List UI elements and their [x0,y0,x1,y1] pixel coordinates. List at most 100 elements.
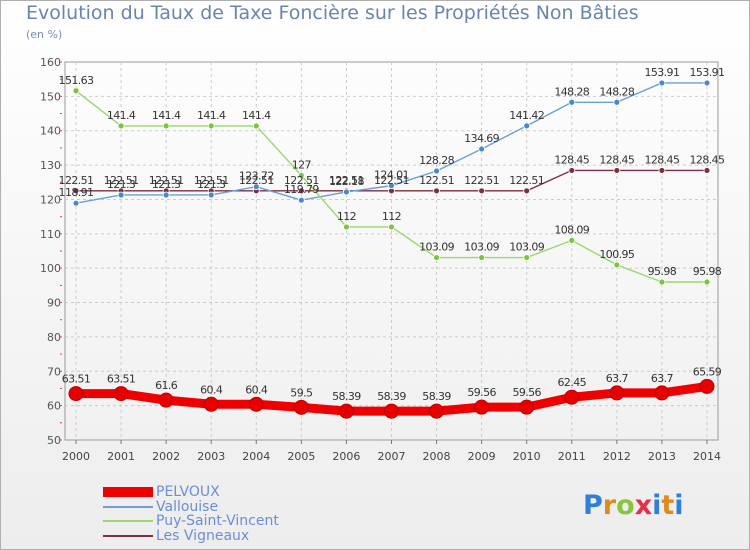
data-point-pelvoux [699,378,715,394]
data-label-pelvoux: 63.51 [107,373,136,386]
data-point-vallouise [297,196,305,204]
data-label-puy-saint-vincent: 108.09 [554,223,589,236]
legend-item-puy-saint-vincent: Puy-Saint-Vincent [103,513,279,529]
data-point-les-vigneaux [703,167,711,174]
x-tick-label: 2002 [152,450,180,463]
data-label-pelvoux: 59.5 [290,386,313,399]
data-point-puy-saint-vincent [433,254,440,261]
data-label-pelvoux: 65.59 [693,365,722,378]
data-label-les-vigneaux: 122.51 [419,174,454,187]
data-label-vallouise: 134.69 [464,132,499,145]
data-point-vallouise [523,122,531,130]
data-label-vallouise: 119.79 [284,183,319,196]
data-label-vallouise: 153.91 [644,66,679,79]
data-point-puy-saint-vincent [658,278,666,286]
data-point-vallouise [207,191,215,199]
data-label-vallouise: 123.72 [239,170,274,183]
data-point-les-vigneaux [72,187,80,195]
data-point-les-vigneaux [433,187,440,195]
data-label-les-vigneaux: 122.51 [284,174,319,187]
data-point-les-vigneaux [297,187,305,195]
data-point-pelvoux [519,399,535,415]
data-point-puy-saint-vincent [162,122,170,130]
data-label-vallouise: 122.18 [329,175,364,188]
unit-label: (en %) [26,28,63,41]
legend-label-pelvoux: PELVOUX [156,484,220,500]
data-label-pelvoux: 63.7 [651,372,674,385]
data-point-puy-saint-vincent [252,122,260,130]
data-point-les-vigneaux [523,187,531,195]
legend-label-vallouise: Vallouise [156,499,219,515]
y-tick-label: 80 [47,331,61,344]
x-tick-label: 2014 [693,450,721,463]
data-label-pelvoux: 62.45 [558,376,587,389]
data-label-les-vigneaux: 128.45 [554,153,589,166]
legend-swatch-pelvoux [103,487,153,497]
data-point-pelvoux [383,403,399,419]
data-point-pelvoux [158,392,174,408]
data-label-pelvoux: 61.6 [155,379,178,392]
data-label-puy-saint-vincent: 95.98 [693,265,722,278]
data-point-vallouise [568,98,576,106]
data-label-pelvoux: 63.51 [62,373,91,386]
x-tick-label: 2008 [423,450,451,463]
y-tick-label: 50 [47,434,61,447]
y-tick-label: 120 [40,193,61,206]
data-label-les-vigneaux: 128.45 [644,153,679,166]
data-point-pelvoux [248,396,264,412]
y-tick-label: 100 [40,262,61,275]
data-label-les-vigneaux: 122.51 [509,174,544,187]
data-label-vallouise: 148.28 [599,85,634,98]
data-point-pelvoux [113,386,129,402]
data-point-vallouise [343,188,350,196]
data-label-pelvoux: 59.56 [467,386,496,399]
data-label-pelvoux: 60.4 [200,383,223,396]
data-label-les-vigneaux: 128.45 [690,153,725,166]
data-point-vallouise [72,199,80,207]
data-label-pelvoux: 63.7 [606,372,629,385]
data-point-pelvoux [293,399,309,415]
data-point-vallouise [117,191,125,199]
legend-swatch-vallouise [103,506,153,508]
y-tick-label: 130 [40,159,61,172]
data-point-pelvoux [654,385,670,401]
x-tick-label: 2009 [468,450,496,463]
data-label-puy-saint-vincent: 112 [337,210,356,223]
data-label-vallouise: 121.3 [107,178,136,191]
data-label-les-vigneaux: 122.51 [194,174,229,187]
data-label-puy-saint-vincent: 100.95 [599,248,634,261]
proxiti-logo: Proxiti [583,490,684,521]
data-point-les-vigneaux [613,167,621,174]
data-label-puy-saint-vincent: 103.09 [464,241,499,254]
data-label-les-vigneaux: 122.51 [239,174,274,187]
x-tick-label: 2012 [603,450,631,463]
data-point-puy-saint-vincent [388,223,395,231]
data-label-puy-saint-vincent: 112 [382,210,401,223]
data-point-puy-saint-vincent [297,171,305,179]
x-tick-label: 2010 [513,450,541,463]
data-label-puy-saint-vincent: 151.63 [59,74,94,87]
data-point-puy-saint-vincent [343,223,350,231]
y-tick-label: 140 [40,125,61,138]
y-tick-label: 110 [40,228,61,241]
data-label-pelvoux: 60.4 [245,383,268,396]
y-tick-label: 70 [47,365,61,378]
x-tick-label: 2007 [377,450,405,463]
data-point-puy-saint-vincent [703,278,711,286]
data-label-vallouise: 153.91 [690,66,725,79]
data-point-vallouise [478,145,486,153]
data-point-vallouise [613,98,621,106]
y-tick-label: 160 [40,56,61,69]
x-tick-label: 2006 [332,450,360,463]
data-label-puy-saint-vincent: 141.4 [107,109,136,122]
data-label-puy-saint-vincent: 103.09 [419,241,454,254]
x-tick-label: 2003 [197,450,225,463]
data-label-vallouise: 128.28 [419,154,454,167]
data-point-puy-saint-vincent [207,122,215,130]
data-label-pelvoux: 58.39 [377,390,406,403]
x-tick-label: 2001 [107,450,135,463]
data-point-pelvoux [203,396,219,412]
y-tick-label: 90 [47,297,61,310]
